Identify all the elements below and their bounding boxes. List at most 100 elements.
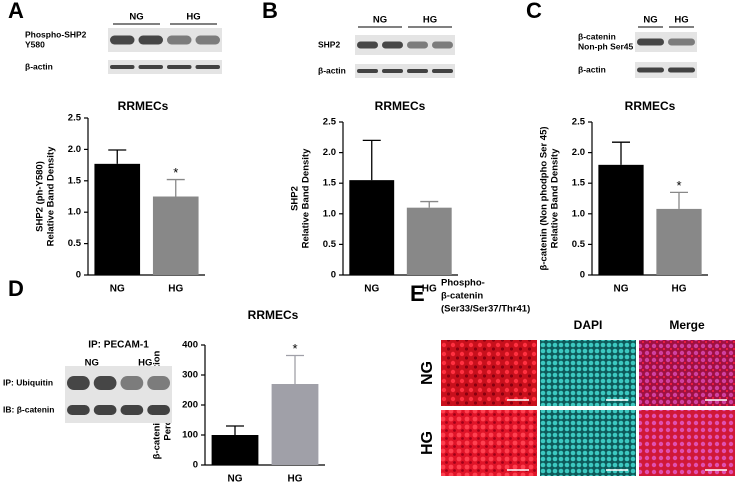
y-axis-label: SHP2 — [290, 186, 301, 211]
bar — [94, 163, 141, 275]
blot-strip — [355, 64, 455, 78]
column-label: Phospho- — [441, 278, 485, 289]
blot-group-label: NG — [85, 358, 99, 369]
blot-group-label: NG — [129, 12, 143, 23]
column-label: (Ser33/Ser37/Thr41) — [441, 304, 530, 315]
bar — [152, 196, 199, 275]
bar — [656, 208, 702, 275]
panel-letter: D — [8, 276, 24, 301]
blot-row-label: Phospho-SHP2 — [25, 29, 87, 39]
y-tick-label: 100 — [182, 430, 198, 441]
blot-band — [138, 35, 163, 45]
blot-band — [110, 35, 135, 45]
blot-band — [147, 405, 170, 415]
y-tick-label: 0 — [331, 270, 336, 281]
row-label: NG — [419, 361, 436, 385]
blot-band — [637, 67, 664, 73]
panel-letter: E — [410, 281, 425, 306]
chart-title: RRMECs — [375, 99, 426, 113]
row-label: HG — [419, 431, 436, 455]
blot-band — [637, 38, 664, 46]
blot-group-label: HG — [138, 358, 152, 369]
blot-strip — [108, 60, 222, 74]
blot-band — [195, 35, 220, 45]
blot-strip — [635, 62, 697, 78]
blot-band — [93, 376, 117, 390]
blot-band — [110, 65, 135, 69]
y-tick-label: 1.0 — [572, 208, 585, 219]
blot-group-label: NG — [643, 15, 657, 26]
y-tick-label: 1.0 — [323, 208, 336, 219]
panel-letter: B — [262, 0, 278, 23]
x-tick-label: HG — [288, 474, 303, 485]
bar — [598, 164, 644, 275]
y-tick-label: 1.5 — [68, 175, 82, 186]
y-tick-label: 2.0 — [68, 144, 81, 155]
micrograph — [639, 340, 735, 406]
y-tick-label: 1.5 — [323, 178, 337, 189]
y-tick-label: 1.5 — [572, 178, 586, 189]
blot-row-label: β-actin — [578, 64, 606, 74]
blot-band — [357, 69, 378, 73]
x-tick-label: HG — [672, 284, 687, 295]
significance-mark: * — [676, 178, 681, 193]
blot-strip — [355, 35, 455, 55]
blot-band — [382, 41, 403, 49]
blot-band — [93, 405, 117, 415]
y-tick-label: 2.5 — [572, 117, 586, 128]
blot-band — [195, 65, 220, 69]
blot-strip — [635, 32, 697, 52]
y-axis-label: Relative Band Density — [550, 148, 561, 248]
micrograph — [540, 340, 636, 406]
y-tick-label: 2.0 — [572, 147, 585, 158]
y-tick-label: 2.5 — [68, 113, 82, 124]
micrograph — [639, 410, 735, 476]
y-tick-label: 1.0 — [68, 207, 81, 218]
chart-title: RRMECs — [625, 99, 676, 113]
y-tick-label: 300 — [182, 370, 198, 381]
blot-row-label: IB: β-catenin — [3, 404, 54, 414]
x-tick-label: NG — [110, 284, 125, 295]
column-label: β-catenin — [441, 291, 483, 302]
micrograph — [540, 410, 636, 476]
blot-band — [357, 41, 378, 49]
blot-band — [432, 69, 453, 73]
y-tick-label: 0.5 — [68, 238, 82, 249]
bar — [406, 207, 452, 275]
blot-group-label: HG — [674, 15, 688, 26]
y-axis-label: Relative Band Density — [46, 146, 57, 246]
micrograph — [441, 340, 537, 406]
bar — [271, 384, 319, 465]
blot-band — [407, 69, 428, 73]
y-tick-label: 0 — [76, 270, 81, 281]
blot-band — [120, 405, 144, 415]
blot-title: IP: PECAM-1 — [88, 340, 149, 351]
significance-mark: * — [173, 165, 178, 180]
x-tick-label: NG — [228, 474, 243, 485]
blot-row-label: β-catenin — [578, 31, 616, 41]
x-tick-label: HG — [422, 284, 437, 295]
y-tick-label: 400 — [182, 340, 198, 351]
blot-row-label: β-actin — [25, 61, 53, 71]
column-label: DAPI — [574, 318, 603, 332]
x-tick-label: NG — [364, 284, 379, 295]
blot-band — [67, 376, 90, 390]
y-tick-label: 2.0 — [323, 147, 336, 158]
blot-band — [138, 65, 163, 69]
micrograph — [441, 410, 537, 476]
y-axis-label: Relative Band Density — [301, 148, 312, 248]
blot-band — [120, 376, 144, 390]
significance-mark: * — [292, 341, 297, 356]
blot-group-label: HG — [186, 12, 200, 23]
blot-row-label: SHP2 — [318, 39, 340, 49]
blot-row-label: Y580 — [25, 39, 45, 49]
blot-group-label: HG — [423, 15, 437, 26]
blot-row-label: β-actin — [318, 65, 346, 75]
column-label: Merge — [669, 318, 705, 332]
y-axis-label: β-catenin (Non phodpho Ser 45) — [539, 126, 550, 270]
y-axis-label: SHP2 (ph-Y580) — [35, 161, 46, 232]
blot-band — [67, 405, 90, 415]
bar — [349, 180, 395, 275]
panel-letter: A — [8, 0, 24, 23]
